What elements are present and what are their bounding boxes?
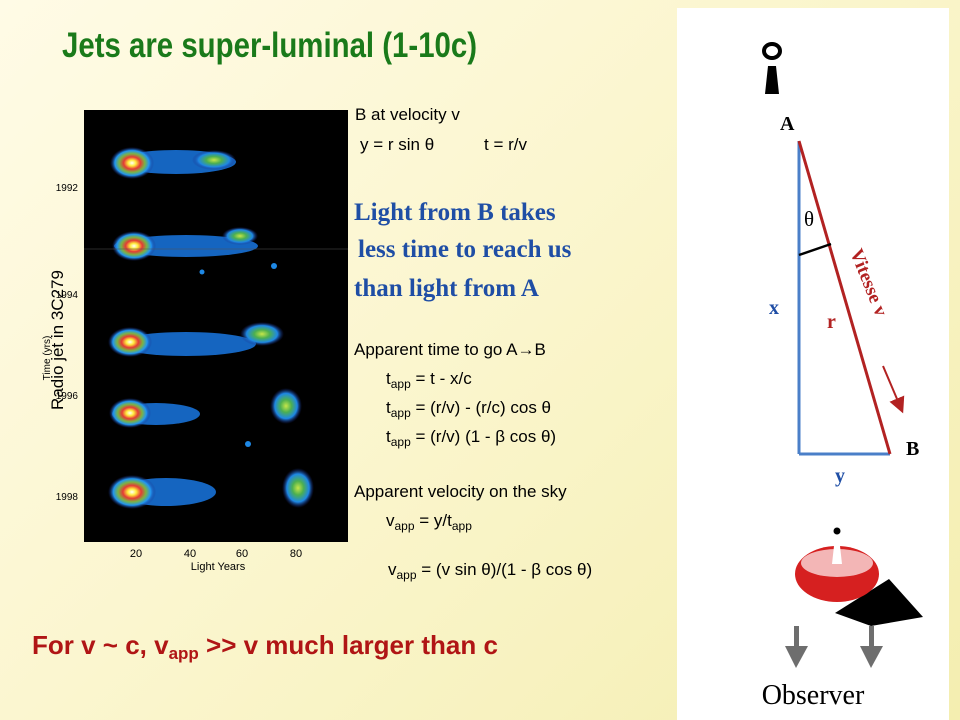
x-tick-80: 80: [290, 548, 302, 560]
geometry-diagram: A B x y r θ Vitesse v: [762, 42, 923, 668]
x-tick-20: 20: [130, 548, 142, 560]
year-tick-1994: 1994: [56, 290, 79, 301]
highlight-line-1: Light from B takes: [354, 199, 556, 226]
observer-label: Observer: [761, 680, 865, 711]
observer-arrow-right: [860, 626, 883, 668]
x-tick-40: 40: [184, 548, 196, 560]
year-tick-1996: 1996: [56, 391, 79, 402]
velocity-arrow: [882, 365, 905, 414]
jet-epoch-3: [108, 322, 284, 357]
label-y: y: [835, 465, 845, 487]
radio-jet-figure: Time (yrs) 1992 1994 1996 1998 20 40 60 …: [42, 110, 348, 573]
apparent-time-heading: Apparent time to go A→B: [354, 340, 546, 359]
label-r: r: [827, 311, 836, 333]
x-tick-60: 60: [236, 548, 248, 560]
radio-dish-icon: [795, 527, 923, 626]
observer-arrow-left: [785, 626, 808, 668]
label-A: A: [780, 113, 795, 135]
slide-title: Jets are super-luminal (1-10c): [62, 26, 478, 65]
jet-epoch-2: [84, 227, 348, 275]
eq-y-def: y = r sin θ: [360, 135, 435, 154]
highlight-line-3: than light from A: [354, 275, 539, 302]
label-theta: θ: [804, 207, 814, 231]
jet-epoch-1: [110, 147, 236, 179]
eq-tapp-2: tapp = (r/v) - (r/c) cos θ: [386, 398, 552, 420]
eq-vapp-1: vapp = y/tapp: [386, 511, 472, 533]
label-vitesse: Vitesse v: [845, 246, 891, 320]
hypotenuse-r: [797, 140, 892, 455]
label-x: x: [769, 297, 779, 319]
apparent-velocity-heading: Apparent velocity on the sky: [354, 482, 567, 501]
label-B: B: [906, 438, 919, 460]
eq-vapp-2: vapp = (v sin θ)/(1 - β cos θ): [388, 560, 593, 582]
highlight-line-2: less time to reach us: [358, 236, 572, 263]
eq-t-def: t = r/v: [484, 135, 527, 154]
x-axis-label: Light Years: [191, 561, 246, 573]
jet-epoch-4: [109, 388, 302, 447]
year-tick-1992: 1992: [56, 183, 79, 194]
conclusion-line: For v ~ c, vapp >> v much larger than c: [32, 630, 498, 663]
distant-source-icon: [762, 42, 782, 94]
eq-tapp-1: tapp = t - x/c: [386, 369, 472, 391]
year-tick-1998: 1998: [56, 492, 79, 503]
angle-arc: [798, 242, 832, 257]
eq-tapp-3: tapp = (r/v) (1 - β cos θ): [386, 427, 557, 449]
y-axis-label: Time (yrs): [42, 336, 53, 381]
eq-velocity-heading: B at velocity v: [355, 105, 460, 124]
jet-epoch-5: [108, 468, 314, 509]
